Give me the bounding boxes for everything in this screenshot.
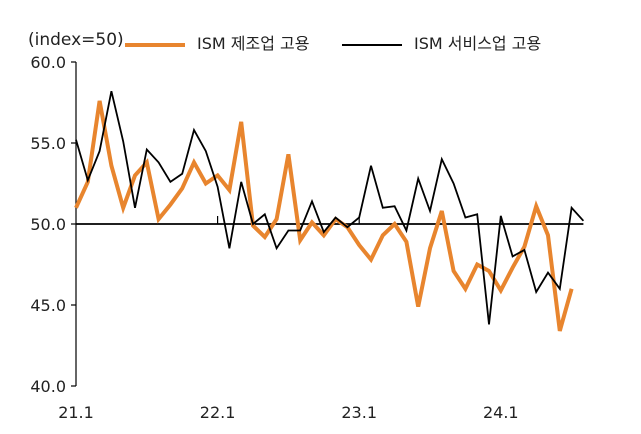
legend-swatch-manufacturing (125, 42, 185, 47)
y-tick-label: 40.0 (30, 377, 66, 396)
x-tick-label: 21.1 (58, 403, 94, 422)
series-line-manufacturing (74, 100, 574, 332)
y-tick-label: 50.0 (30, 215, 66, 234)
legend-label-manufacturing: ISM 제조업 고용 (197, 34, 310, 53)
legend-swatch-services (342, 43, 402, 46)
y-tick-label: 45.0 (30, 296, 66, 315)
y-tick-label: 55.0 (30, 134, 66, 153)
legend-label-services: ISM 서비스업 고용 (414, 34, 542, 53)
y-axis: 40.0 45.0 50.0 55.0 60.0 (30, 53, 77, 396)
x-tick-label: 23.1 (341, 403, 377, 422)
x-tick-label: 24.1 (483, 403, 519, 422)
legend: (index=50) ISM 제조업 고용 ISM 서비스업 고용 (0, 14, 641, 53)
legend-item-services: ISM 서비스업 고용 (342, 30, 541, 54)
series-line-services (75, 90, 585, 325)
series-lines (74, 90, 585, 332)
legend-item-manufacturing: ISM 제조업 고용 (125, 30, 309, 54)
x-tick-label: 22.1 (200, 403, 236, 422)
y-tick-label: 60.0 (30, 53, 66, 72)
unit-label: (index=50) (28, 30, 124, 50)
